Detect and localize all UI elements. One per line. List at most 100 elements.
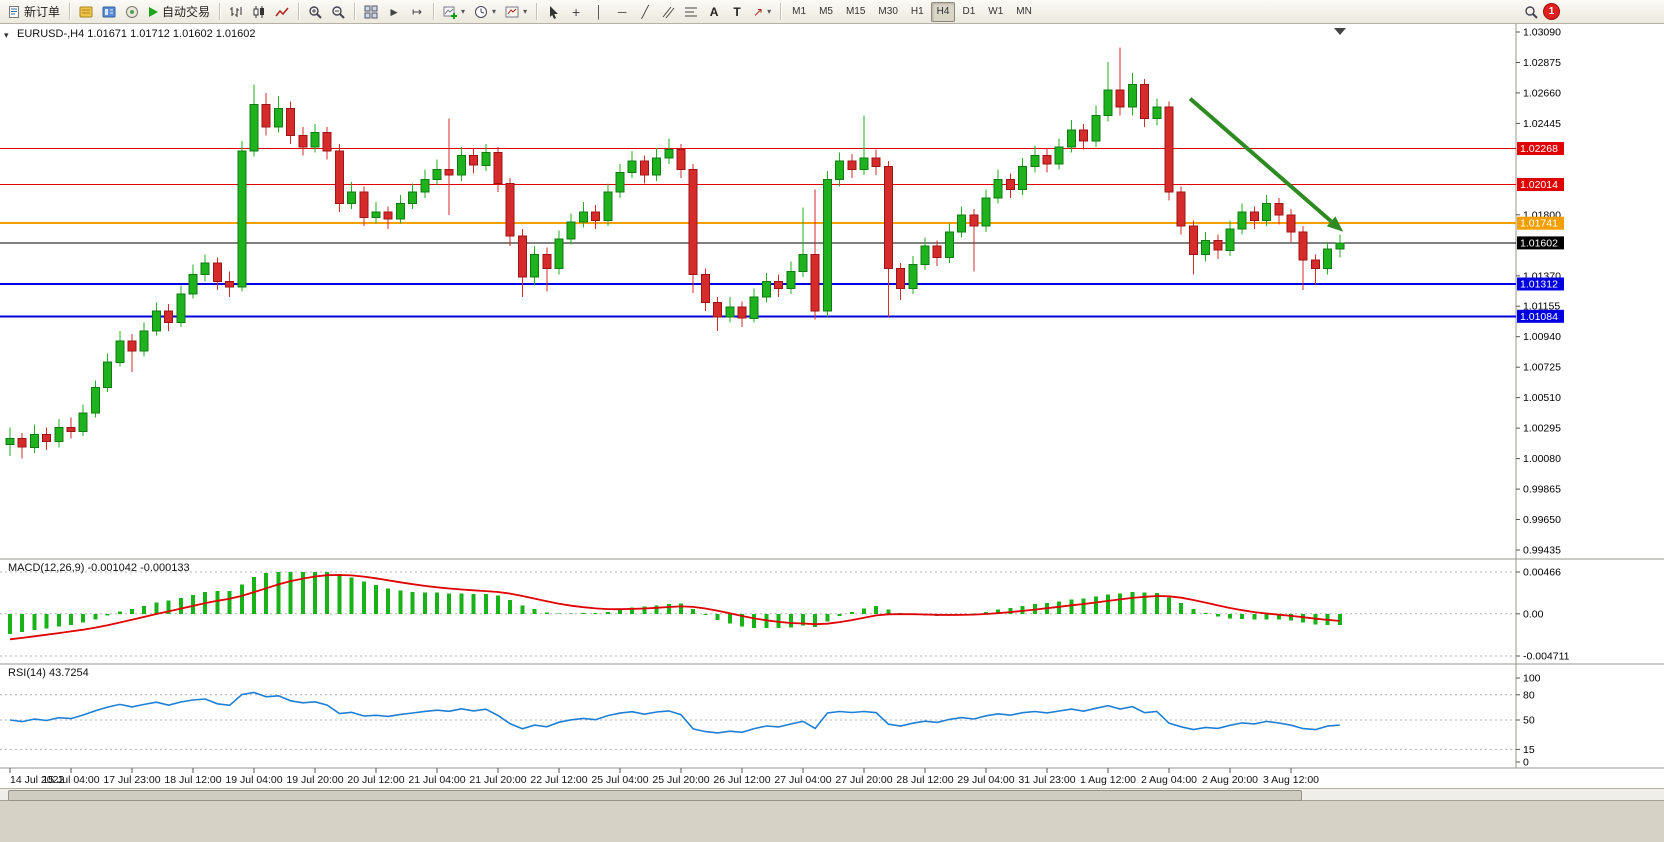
svg-text:1.01312: 1.01312	[1520, 279, 1558, 291]
indicators-button[interactable]: ▾	[439, 2, 469, 22]
svg-text:2 Aug 20:00: 2 Aug 20:00	[1202, 774, 1258, 786]
svg-text:-0.004711: -0.004711	[1523, 651, 1570, 663]
toolbar-separator	[354, 3, 356, 20]
periods-clock-icon	[474, 5, 488, 19]
new-order-label: 新订单	[24, 5, 61, 19]
trend-arrow[interactable]	[1188, 97, 1344, 232]
svg-text:26 Jul 12:00: 26 Jul 12:00	[713, 774, 770, 786]
fibonacci-button[interactable]	[680, 2, 702, 22]
arrows-button[interactable]: ↗ ▾	[749, 2, 775, 22]
svg-text:1.00940: 1.00940	[1523, 331, 1561, 343]
new-order-icon	[8, 5, 21, 19]
macd-signal-line	[9, 574, 1340, 641]
price-scale[interactable]: 1.030901.028751.026601.024451.018001.013…	[1516, 27, 1564, 557]
svg-text:0.99435: 0.99435	[1523, 545, 1561, 557]
toolbar-separator	[219, 3, 221, 20]
navigator-button[interactable]	[98, 2, 120, 22]
auto-scroll-button[interactable]: ►	[383, 2, 405, 22]
price-label	[1517, 216, 1564, 230]
tile-windows-icon	[364, 5, 378, 19]
toolbar-separator	[780, 3, 782, 20]
zoom-in-icon	[308, 5, 322, 19]
svg-text:1.02660: 1.02660	[1523, 87, 1561, 99]
toolbar-separator	[69, 3, 71, 20]
svg-text:1 Aug 12:00: 1 Aug 12:00	[1080, 774, 1136, 786]
cursor-button[interactable]	[542, 2, 564, 22]
timeframe-button-w1[interactable]: W1	[982, 2, 1009, 22]
navigator-icon	[102, 5, 116, 19]
auto-trading-button[interactable]: 自动交易	[144, 2, 214, 22]
new-order-button[interactable]: 新订单	[4, 2, 64, 22]
terminal-icon	[125, 5, 139, 19]
rsi-line	[9, 691, 1340, 734]
zoom-in-button[interactable]	[304, 2, 326, 22]
market-watch-button[interactable]	[75, 2, 97, 22]
periods-button[interactable]: ▾	[470, 2, 500, 22]
trendline-button[interactable]: ╱	[634, 2, 656, 22]
crosshair-button[interactable]: +	[565, 2, 587, 22]
timeframe-button-m5[interactable]: M5	[813, 2, 839, 22]
horizontal-line-button[interactable]: ─	[611, 2, 633, 22]
horizontal-lines[interactable]	[0, 148, 1516, 318]
svg-text:25 Jul 20:00: 25 Jul 20:00	[652, 774, 709, 786]
notification-badge[interactable]: 1	[1543, 3, 1560, 20]
label-button[interactable]: T	[726, 2, 748, 22]
scrollbar-thumb[interactable]	[8, 790, 1302, 801]
svg-text:1.02268: 1.02268	[1520, 143, 1558, 155]
indicators-icon	[443, 5, 458, 19]
svg-text:2 Aug 04:00: 2 Aug 04:00	[1141, 774, 1197, 786]
timeframe-button-m1[interactable]: M1	[786, 2, 812, 22]
bar-chart-icon	[229, 5, 243, 19]
svg-text:1.01602: 1.01602	[1520, 237, 1558, 249]
zoom-out-button[interactable]	[327, 2, 349, 22]
chart-shift-button[interactable]: ↦	[406, 2, 428, 22]
chart-shift-marker[interactable]	[1334, 28, 1346, 35]
bar-chart-button[interactable]	[225, 2, 247, 22]
templates-button[interactable]: ▾	[501, 2, 531, 22]
svg-text:0.00466: 0.00466	[1523, 567, 1561, 579]
toolbar-separator	[433, 3, 435, 20]
chevron-down-icon: ▾	[492, 7, 497, 16]
svg-text:15 Jul 04:00: 15 Jul 04:00	[42, 774, 99, 786]
svg-text:1.01741: 1.01741	[1520, 218, 1558, 230]
svg-text:21 Jul 04:00: 21 Jul 04:00	[408, 774, 465, 786]
auto-scroll-icon: ►	[388, 4, 400, 19]
search-icon	[1524, 5, 1538, 19]
horizontal-scrollbar[interactable]	[0, 788, 1664, 801]
chevron-down-icon: ▾	[523, 7, 528, 16]
macd-header: MACD(12,26,9) -0.001042 -0.000133	[8, 562, 190, 574]
channel-button[interactable]	[657, 2, 679, 22]
timeframe-button-mn[interactable]: MN	[1010, 2, 1038, 22]
svg-text:50: 50	[1523, 715, 1535, 727]
candlestick-button[interactable]	[248, 2, 270, 22]
text-button[interactable]: A	[703, 2, 725, 22]
candlestick-icon	[252, 5, 266, 19]
auto-trading-label: 自动交易	[162, 5, 211, 19]
price-label	[1517, 142, 1564, 155]
svg-text:20 Jul 12:00: 20 Jul 12:00	[347, 774, 404, 786]
rsi-header: RSI(14) 43.7254	[8, 667, 89, 679]
line-chart-button[interactable]	[271, 2, 293, 22]
timeframe-button-h4[interactable]: H4	[930, 1, 956, 22]
timeframe-button-d1[interactable]: D1	[956, 2, 981, 22]
chart-menu-icon[interactable]: ▾	[4, 30, 9, 40]
tile-windows-button[interactable]	[360, 2, 382, 22]
search-button[interactable]	[1520, 2, 1542, 22]
svg-text:1.02014: 1.02014	[1520, 179, 1558, 191]
cursor-icon	[547, 5, 560, 19]
chart-canvas[interactable]: 1.030901.028751.026601.024451.018001.013…	[0, 24, 1664, 788]
svg-text:0.99865: 0.99865	[1523, 484, 1561, 496]
label-tool-icon: T	[733, 4, 741, 19]
svg-text:22 Jul 12:00: 22 Jul 12:00	[530, 774, 587, 786]
svg-text:25 Jul 04:00: 25 Jul 04:00	[591, 774, 648, 786]
timeframe-button-h1[interactable]: H1	[905, 2, 930, 22]
timeframe-button-m30[interactable]: M30	[872, 2, 903, 22]
chart-area[interactable]: 1.03090 1.02875 1.02660 1.02445 1.01800 1.013…	[0, 24, 1664, 788]
terminal-button[interactable]	[121, 2, 143, 22]
main-toolbar: 新订单 自动交易	[0, 0, 1664, 24]
vertical-line-button[interactable]: │	[588, 2, 610, 22]
svg-text:1.00725: 1.00725	[1523, 362, 1561, 374]
text-tool-icon: A	[709, 4, 719, 19]
timeframe-button-m15[interactable]: M15	[840, 2, 871, 22]
